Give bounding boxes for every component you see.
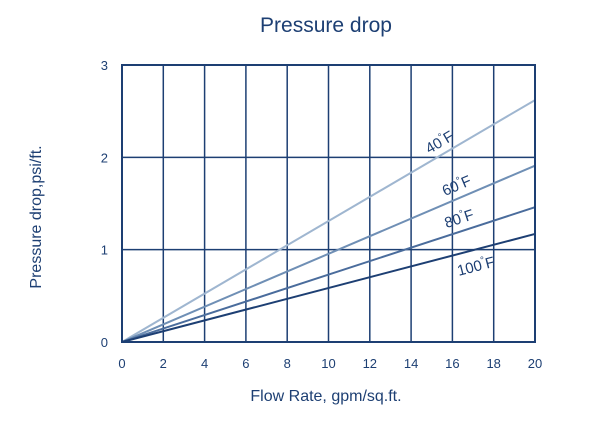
y-axis-ticks: 0 1 2 3 <box>101 58 108 350</box>
x-tick-label: 2 <box>160 356 167 371</box>
series-label-value: 100 <box>455 257 484 280</box>
x-tick-label: 14 <box>404 356 418 371</box>
series-label-unit: ° <box>479 255 486 267</box>
series-label-unit: ° <box>458 208 465 220</box>
series-label-unit-letter: F <box>440 128 457 147</box>
series-label-value: 40 <box>423 134 446 157</box>
grid-lines <box>121 64 536 343</box>
series-label-unit-letter: F <box>483 254 496 273</box>
series-label: 60°F <box>439 172 474 200</box>
series-line <box>121 99 536 343</box>
x-tick-label: 20 <box>528 356 542 371</box>
series-line <box>121 164 536 343</box>
y-axis-label: Pressure drop,psi/ft. <box>28 145 45 288</box>
x-tick-label: 6 <box>242 356 249 371</box>
x-tick-label: 12 <box>363 356 377 371</box>
series-label-unit: ° <box>437 132 446 144</box>
series-lines <box>121 99 536 343</box>
x-axis-label: Flow Rate, gpm/sq.ft. <box>250 388 401 405</box>
series-label-value: 60 <box>440 178 462 200</box>
x-tick-label: 8 <box>284 356 291 371</box>
plot-frame <box>121 64 536 343</box>
y-tick-label: 0 <box>101 335 108 350</box>
series-label-unit-letter: F <box>459 172 474 191</box>
chart-title: Pressure drop <box>260 14 392 37</box>
series-label-value: 80 <box>442 211 463 232</box>
y-tick-label: 3 <box>101 58 108 73</box>
series-label-unit: ° <box>455 175 463 187</box>
x-tick-label: 4 <box>201 356 208 371</box>
y-tick-label: 2 <box>101 150 108 165</box>
x-tick-label: 10 <box>321 356 335 371</box>
x-tick-label: 16 <box>445 356 459 371</box>
x-axis-ticks: 0 2 4 6 8 10 12 14 16 18 20 <box>118 356 542 371</box>
x-tick-label: 0 <box>118 356 125 371</box>
series-label: 100°F <box>455 253 497 280</box>
series-label-unit-letter: F <box>462 206 476 225</box>
x-tick-label: 18 <box>486 356 500 371</box>
series-line <box>121 206 536 343</box>
series-line <box>121 233 536 343</box>
y-tick-label: 1 <box>101 243 108 258</box>
